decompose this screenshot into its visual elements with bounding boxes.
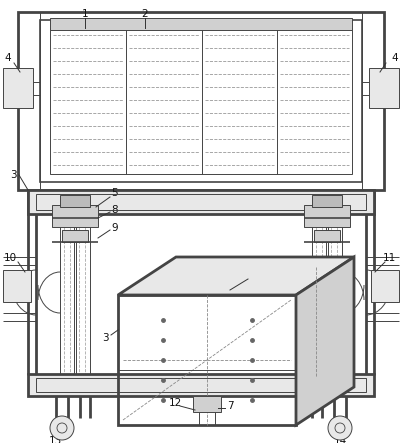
Bar [3, 68, 33, 108]
Bar [18, 12, 40, 190]
Bar [62, 230, 88, 242]
Polygon shape [118, 257, 353, 295]
Text: 4: 4 [4, 53, 10, 63]
Bar [311, 214, 325, 374]
Bar [60, 214, 74, 374]
Text: 6: 6 [249, 270, 256, 280]
Text: 14: 14 [332, 436, 346, 443]
Text: 13: 13 [48, 436, 61, 443]
Bar [361, 12, 383, 190]
Bar [28, 190, 373, 214]
Bar [327, 214, 341, 374]
Circle shape [327, 416, 351, 440]
Text: 12: 12 [168, 398, 181, 408]
Bar [52, 205, 98, 227]
Text: 10: 10 [4, 253, 17, 263]
Bar [50, 28, 351, 174]
Bar [76, 214, 90, 374]
Text: 3: 3 [10, 170, 16, 180]
Bar [303, 205, 349, 227]
Bar [192, 396, 221, 412]
Text: 1: 1 [81, 9, 88, 19]
Bar [28, 374, 373, 396]
Bar [313, 230, 339, 242]
Text: 5: 5 [111, 188, 118, 198]
Text: 2: 2 [141, 9, 148, 19]
Bar [311, 195, 341, 207]
Text: 11: 11 [382, 253, 395, 263]
Bar [3, 270, 31, 302]
Bar [40, 20, 361, 182]
Text: 7: 7 [226, 401, 233, 411]
Polygon shape [295, 257, 353, 425]
Bar [50, 18, 351, 30]
Bar [60, 195, 90, 207]
Bar [370, 270, 398, 302]
Bar [368, 68, 398, 108]
Text: 4: 4 [391, 53, 397, 63]
Bar [18, 12, 383, 190]
Circle shape [50, 416, 74, 440]
Bar [118, 295, 295, 425]
Bar [36, 378, 365, 392]
Text: 9: 9 [111, 223, 118, 233]
Text: 3: 3 [101, 333, 108, 343]
Text: 8: 8 [111, 205, 118, 215]
Bar [36, 194, 365, 210]
